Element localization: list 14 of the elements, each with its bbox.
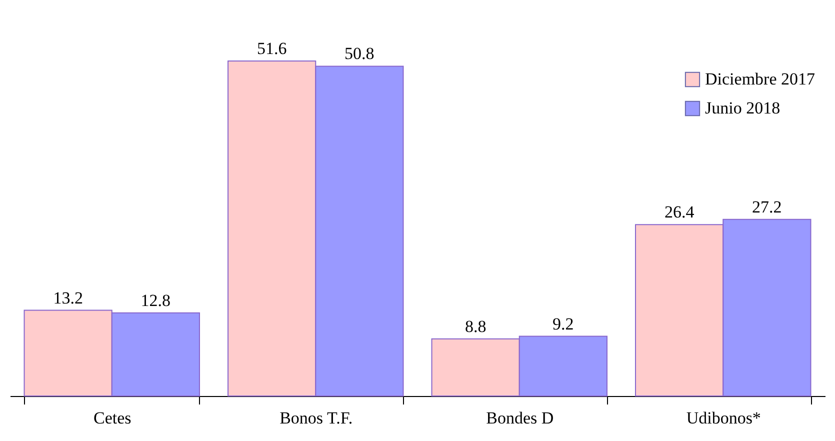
x-tick-label: Bondes D	[486, 408, 554, 428]
data-label: 51.6	[256, 39, 287, 58]
x-tick-label: Udibonos*	[686, 408, 761, 428]
data-label: 26.4	[664, 202, 695, 222]
data-label: 13.2	[53, 288, 83, 308]
data-label: 50.8	[344, 44, 374, 64]
data-label: 12.8	[140, 290, 171, 310]
legend-label: Junio 2018	[705, 98, 780, 118]
x-tick-label: Bonos T.F.	[280, 408, 353, 428]
data-label: 27.2	[752, 197, 782, 216]
data-label: 8.8	[464, 316, 486, 336]
x-tick-label: Cetes	[93, 408, 132, 428]
legend-label: Diciembre 2017	[705, 70, 816, 88]
data-label: 9.2	[552, 314, 574, 334]
